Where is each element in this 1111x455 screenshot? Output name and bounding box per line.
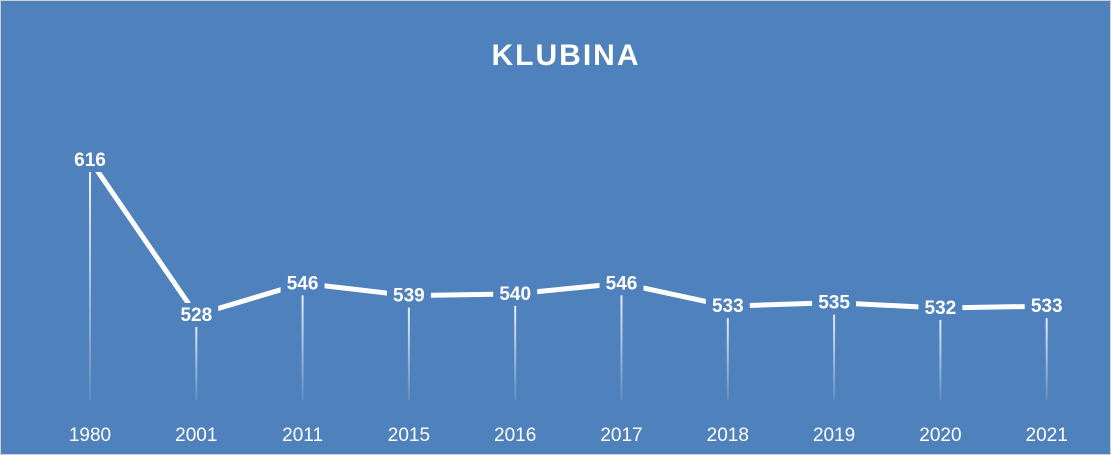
data-label-background	[918, 295, 963, 320]
x-tick-label: 2020	[919, 425, 961, 446]
data-label-background	[280, 271, 325, 296]
data-line	[87, 158, 1047, 318]
data-label-background	[386, 283, 431, 308]
x-tick-label: 2017	[600, 425, 642, 446]
x-tick-label: 2001	[175, 425, 217, 446]
data-label: 535	[818, 293, 850, 314]
data-label: 616	[74, 150, 106, 171]
data-label-background	[599, 271, 644, 296]
x-tick-label: 2021	[1026, 425, 1068, 446]
data-label: 546	[606, 273, 638, 294]
data-label-background	[1024, 294, 1069, 319]
data-label: 533	[1031, 296, 1063, 317]
x-tick-label: 2018	[707, 425, 749, 446]
data-label: 528	[180, 305, 212, 326]
data-label-background	[174, 303, 219, 327]
data-label: 546	[287, 273, 319, 294]
data-label: 533	[712, 296, 744, 317]
x-tick-label: 1980	[69, 425, 111, 446]
x-tick-label: 2016	[494, 425, 536, 446]
data-label-background	[705, 294, 750, 319]
x-tick-label: 2019	[813, 425, 855, 446]
data-label-background	[68, 148, 112, 172]
chart-title: KLUBINA	[492, 39, 641, 72]
data-label: 532	[925, 298, 957, 319]
data-label-background	[493, 281, 538, 306]
x-tick-label: 2011	[282, 425, 323, 446]
x-tick-label: 2015	[388, 425, 430, 446]
data-label: 540	[499, 284, 531, 305]
data-label: 539	[393, 286, 425, 307]
data-label-background	[812, 290, 857, 315]
